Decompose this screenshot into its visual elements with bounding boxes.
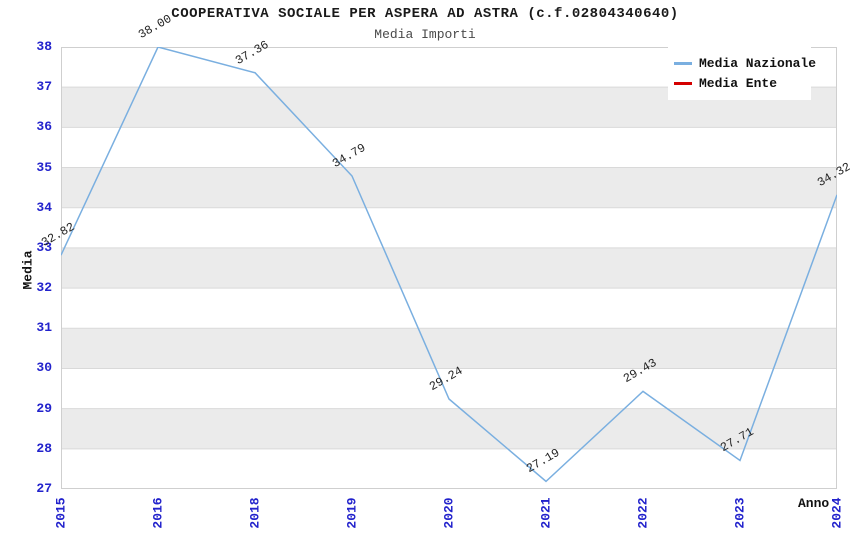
y-tick-label: 27 (36, 481, 52, 496)
y-tick-label: 35 (36, 159, 52, 175)
plot-band (61, 408, 837, 449)
media-nazionale-line-swatch-icon (674, 61, 692, 65)
y-tick-label: 38 (36, 39, 52, 54)
plot-band (61, 368, 837, 409)
plot-band (61, 288, 837, 329)
plot-band (61, 247, 837, 289)
plot-border (61, 47, 837, 489)
x-tick-label: 2016 (150, 497, 166, 529)
plot-band (61, 127, 837, 168)
x-tick-label: 2022 (635, 497, 651, 529)
plot-band (61, 328, 837, 369)
y-tick-label: 34 (36, 199, 52, 215)
series-line (61, 47, 837, 483)
plot-band (61, 207, 837, 248)
y-tick-label: 32 (36, 280, 52, 296)
y-tick-label: 37 (36, 79, 52, 95)
x-tick-label: 2023 (732, 497, 748, 529)
legend-item-media-ente: Media Ente (674, 73, 811, 93)
y-tick-label: 29 (36, 400, 52, 416)
legend-label: Media Nazionale (699, 55, 817, 71)
line-chart-svg (61, 47, 837, 489)
plot-band (61, 448, 837, 489)
y-tick-label: 31 (36, 320, 52, 336)
y-tick-label: 33 (36, 239, 52, 255)
y-tick-label: 30 (36, 360, 52, 376)
legend-label: Media Ente (699, 75, 778, 91)
y-tick-label: 36 (36, 119, 52, 135)
chart-title: COOPERATIVA SOCIALE PER ASPERA AD ASTRA … (171, 6, 679, 22)
x-tick-label: 2018 (247, 497, 263, 529)
plot-area (61, 47, 837, 489)
x-axis-title: Anno (798, 496, 830, 511)
plot-band (61, 167, 837, 208)
legend-item-media-nazionale: Media Nazionale (674, 53, 816, 73)
y-tick-label: 28 (36, 440, 52, 456)
x-tick-label: 2019 (344, 497, 360, 529)
x-tick-label: 2024 (829, 497, 845, 529)
media-ente-line-swatch-icon (674, 81, 692, 85)
x-tick-label: 2020 (441, 497, 457, 529)
x-tick-label: 2015 (53, 497, 69, 529)
legend: Media Nazionale Media Ente (668, 46, 816, 100)
y-axis-title: Media (20, 250, 36, 290)
chart-subtitle: Media Importi (374, 27, 476, 42)
x-tick-label: 2021 (538, 497, 554, 529)
